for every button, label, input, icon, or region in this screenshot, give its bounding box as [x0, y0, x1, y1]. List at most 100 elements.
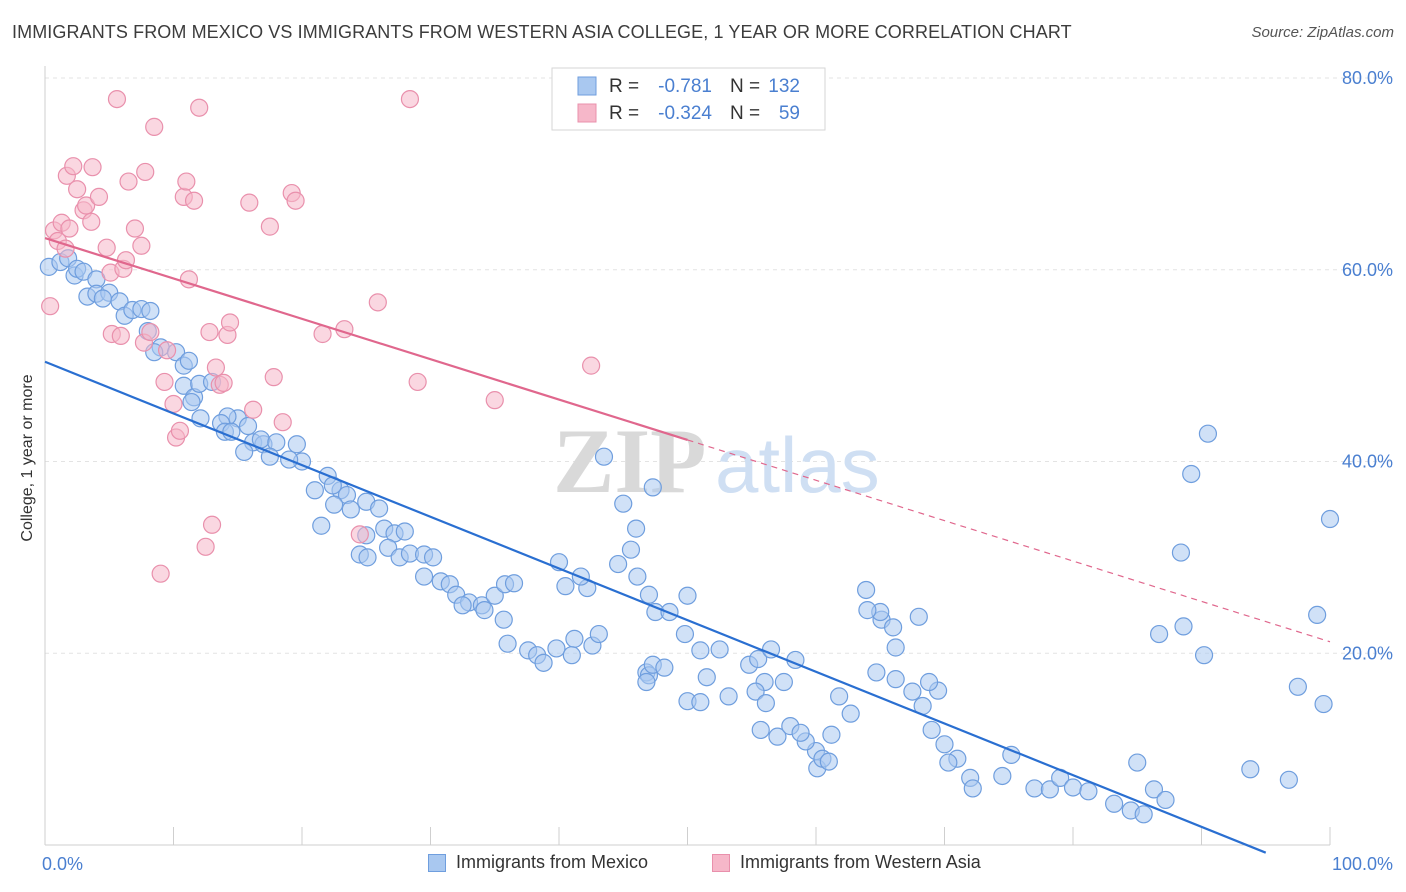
point-western-asia [177, 172, 196, 191]
point-western-asia [136, 162, 155, 182]
point-mexico [93, 289, 112, 308]
legend-swatch [577, 103, 597, 123]
x-tick-label-min: 0.0% [42, 854, 83, 874]
point-mexico [1279, 770, 1298, 789]
legend-item-western-asia[interactable]: Immigrants from Western Asia [712, 852, 981, 873]
point-mexico [637, 672, 656, 692]
legend-swatch [577, 76, 597, 96]
point-mexico [556, 577, 575, 596]
point-mexico [628, 567, 647, 586]
legend-box: R = -0.781 N = 132 R = -0.324 N = 59 [551, 67, 826, 131]
point-mexico [589, 624, 608, 644]
point-mexico [857, 580, 876, 600]
point-mexico [643, 478, 662, 497]
legend-swatch-western-asia [712, 853, 730, 872]
point-western-asia [41, 297, 60, 316]
point-mexico [903, 682, 922, 701]
point-western-asia [264, 368, 283, 387]
point-western-asia [125, 219, 145, 238]
point-mexico [1314, 694, 1333, 714]
point-mexico [922, 720, 941, 740]
point-western-asia [240, 193, 259, 212]
legend-n-label: N = [730, 103, 760, 124]
point-mexico [746, 682, 765, 701]
point-mexico [1144, 780, 1164, 799]
point-mexico [141, 301, 160, 321]
point-mexico [182, 392, 201, 412]
point-mexico [749, 649, 768, 669]
point-mexico [678, 586, 697, 605]
chart-title: IMMIGRANTS FROM MEXICO VS IMMIGRANTS FRO… [12, 22, 1072, 42]
point-western-asia [206, 358, 226, 377]
point-western-asia [56, 239, 75, 258]
point-mexico [886, 638, 905, 657]
point-mexico [423, 548, 443, 567]
point-mexico [830, 687, 849, 706]
point-mexico [751, 720, 770, 740]
point-mexico [768, 727, 787, 746]
point-mexico [919, 672, 939, 692]
legend-item-mexico[interactable]: Immigrants from Mexico [428, 852, 648, 873]
series-western-asia-points [41, 89, 601, 583]
point-mexico [819, 752, 838, 771]
point-mexico [1198, 424, 1218, 443]
point-mexico [1040, 780, 1059, 799]
point-western-asia [408, 372, 427, 392]
point-mexico [341, 500, 360, 519]
watermark-atlas: atlas [715, 421, 880, 509]
point-mexico [609, 554, 628, 574]
legend-r-value: -0.781 [658, 76, 712, 97]
point-mexico [1105, 794, 1124, 813]
point-mexico [485, 586, 504, 605]
point-western-asia [60, 219, 79, 238]
point-mexico [841, 704, 860, 723]
point-western-asia [190, 98, 209, 117]
point-mexico [1134, 805, 1153, 824]
point-western-asia [132, 236, 151, 255]
point-mexico [867, 663, 886, 682]
point-mexico [858, 601, 877, 620]
point-western-asia [200, 322, 219, 342]
point-mexico [414, 567, 434, 586]
point-western-asia [97, 238, 116, 257]
point-mexico [562, 646, 581, 665]
point-western-asia [83, 158, 102, 177]
point-western-asia [82, 212, 101, 231]
point-mexico [909, 607, 928, 626]
point-mexico [453, 596, 472, 615]
point-mexico [639, 585, 659, 604]
point-mexico [475, 601, 494, 620]
point-western-asia [582, 356, 601, 375]
point-western-asia [273, 413, 292, 432]
point-western-asia [184, 191, 204, 210]
trend-mexico-solid [44, 360, 1267, 854]
point-western-asia [485, 391, 504, 410]
point-mexico [1149, 624, 1169, 644]
point-western-asia [350, 525, 369, 544]
point-mexico [1308, 605, 1327, 625]
point-mexico [614, 494, 633, 513]
point-western-asia [64, 157, 83, 176]
trend-western-asia-dashed [687, 439, 1331, 643]
point-western-asia [151, 564, 170, 583]
point-mexico [774, 672, 793, 692]
gridlines [45, 77, 1392, 654]
point-mexico [1063, 778, 1083, 797]
point-mexico [621, 540, 641, 559]
y-tick-label: 20.0% [1342, 643, 1393, 663]
series-mexico-points [39, 249, 1340, 824]
point-western-asia [220, 313, 240, 332]
legend-swatch-mexico [428, 853, 446, 872]
point-western-asia [260, 217, 279, 236]
point-western-asia [145, 117, 164, 136]
point-mexico [697, 668, 716, 687]
point-mexico [1241, 760, 1260, 779]
legend-label-mexico: Immigrants from Mexico [456, 852, 649, 872]
tick-labels: 20.0% 40.0% 60.0% 80.0% 0.0% 100.0% [42, 68, 1393, 874]
point-mexico [547, 639, 566, 658]
point-mexico [1128, 753, 1147, 772]
point-mexico [1182, 464, 1201, 484]
point-mexico [1174, 617, 1193, 636]
point-mexico [939, 753, 958, 772]
trend-western-asia-solid [44, 237, 688, 441]
